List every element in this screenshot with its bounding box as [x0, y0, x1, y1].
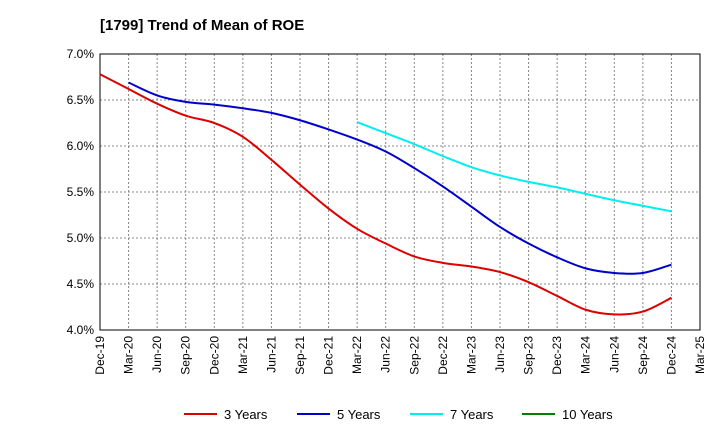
series-group: [99, 73, 672, 316]
x-tick-label: Dec-21: [322, 336, 336, 375]
legend-label-5-years: 5 Years: [337, 407, 381, 422]
y-tick-label: 5.5%: [67, 185, 95, 199]
series-line-3-years: [99, 73, 672, 316]
legend-label-7-years: 7 Years: [450, 407, 494, 422]
x-tick-label: Dec-20: [207, 336, 221, 375]
x-tick-label: Jun-20: [150, 336, 164, 373]
x-tick-label: Dec-22: [436, 336, 450, 375]
x-tick-label: Jun-23: [493, 336, 507, 373]
series-line-7-years: [356, 121, 672, 213]
chart-title: [1799] Trend of Mean of ROE: [100, 17, 304, 34]
x-tick-label: Jun-22: [379, 336, 393, 373]
legend: 3 Years 5 Years 7 Years 10 Years: [184, 407, 613, 422]
x-tick-label: Dec-19: [93, 336, 107, 375]
legend-label-3-years: 3 Years: [224, 407, 268, 422]
x-tick-label: Mar-24: [579, 336, 593, 374]
x-tick-label: Mar-22: [350, 336, 364, 374]
x-tick-label: Sep-22: [407, 336, 421, 375]
x-tick-label: Sep-20: [179, 336, 193, 375]
y-tick-label: 7.0%: [67, 47, 95, 61]
x-tick-label: Mar-23: [464, 336, 478, 374]
y-tick-label: 4.5%: [67, 277, 95, 291]
y-tick-label: 5.0%: [67, 231, 95, 245]
x-tick-label: Sep-23: [522, 336, 536, 375]
x-tick-label: Dec-23: [550, 336, 564, 375]
x-tick-label: Sep-24: [636, 336, 650, 375]
x-tick-label: Mar-21: [236, 336, 250, 374]
legend-label-10-years: 10 Years: [562, 407, 613, 422]
y-tick-label: 6.0%: [67, 139, 95, 153]
x-tick-label: Dec-24: [664, 336, 678, 375]
x-tick-label: Sep-21: [293, 336, 307, 375]
series-line-5-years: [128, 81, 672, 275]
x-tick-label: Mar-20: [122, 336, 136, 374]
x-tick-label: Jun-21: [264, 336, 278, 373]
y-tick-label: 4.0%: [67, 323, 95, 337]
x-tick-label: Mar-25: [693, 336, 707, 374]
y-tick-label: 6.5%: [67, 93, 95, 107]
plot-frame: [99, 53, 701, 331]
grid: [100, 54, 700, 330]
x-tick-label: Jun-24: [607, 336, 621, 373]
x-axis: Dec-19 Mar-20 Jun-20 Sep-20 Dec-20 Mar-21 Jun-…: [93, 336, 707, 375]
y-axis: 7.0% 6.5% 6.0% 5.5% 5.0% 4.5% 4.0%: [67, 47, 95, 337]
